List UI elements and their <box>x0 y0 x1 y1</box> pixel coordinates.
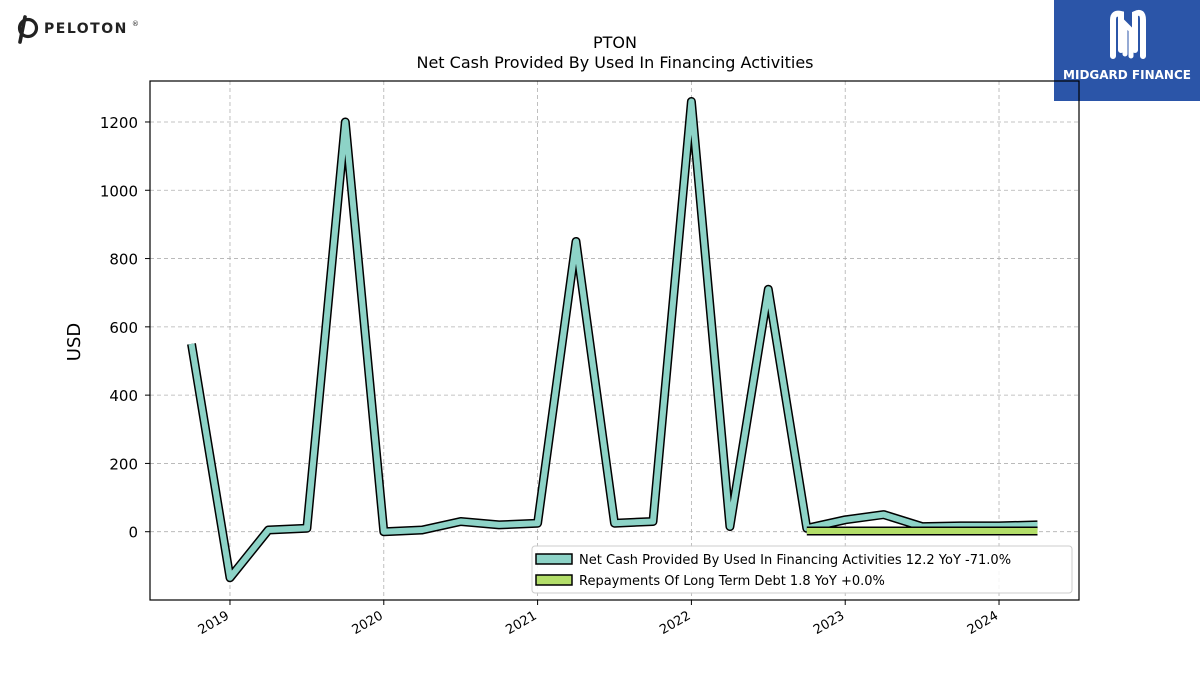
x-tick-label-0: 2019 <box>196 608 232 638</box>
y-tick-label-3: 600 <box>109 319 138 337</box>
legend-swatch-2 <box>535 574 573 586</box>
y-tick-label-5: 1000 <box>100 182 138 200</box>
y-tick-label-1: 200 <box>109 455 138 473</box>
peloton-wordmark: PELOTON <box>44 21 128 37</box>
series-1-line <box>188 98 1038 581</box>
x-tick-label-4: 2023 <box>811 608 847 638</box>
y-tick-label-4: 800 <box>109 251 138 269</box>
series-layer <box>187 97 1038 583</box>
legend: Net Cash Provided By Used In Financing A… <box>531 545 1073 594</box>
legend-swatch-1 <box>535 553 573 565</box>
x-tick-label-5: 2024 <box>965 608 1001 638</box>
peloton-logo: PELOTON ® <box>14 14 139 44</box>
y-tick-label-2: 400 <box>109 387 138 405</box>
x-tick-label-2: 2021 <box>503 608 539 638</box>
x-tick-label-1: 2020 <box>350 608 386 638</box>
legend-label-1: Net Cash Provided By Used In Financing A… <box>579 553 1011 568</box>
plot-frame <box>149 80 1080 601</box>
legend-box <box>531 545 1073 594</box>
chart-title: PTON <box>593 33 637 52</box>
y-tick-label-6: 1200 <box>100 114 138 132</box>
x-axis-ticks: 2019 2020 2021 2022 2023 2024 <box>196 600 1001 638</box>
midgard-finance-watermark: MIDGARD FINANCE <box>1054 0 1200 101</box>
grid-lines <box>150 81 1079 600</box>
y-axis-label: USD <box>64 323 85 361</box>
peloton-logo-icon <box>17 15 39 44</box>
chart-subtitle: Net Cash Provided By Used In Financing A… <box>416 53 813 72</box>
y-axis-ticks: 0 200 400 600 800 1000 1200 <box>100 114 150 542</box>
midgard-logo-icon <box>1110 9 1146 59</box>
x-tick-label-3: 2022 <box>657 608 693 638</box>
midgard-wordmark: MIDGARD FINANCE <box>1063 68 1191 82</box>
legend-label-2: Repayments Of Long Term Debt 1.8 YoY +0.… <box>579 574 885 589</box>
y-tick-label-0: 0 <box>128 524 138 542</box>
registered-mark: ® <box>131 20 139 28</box>
